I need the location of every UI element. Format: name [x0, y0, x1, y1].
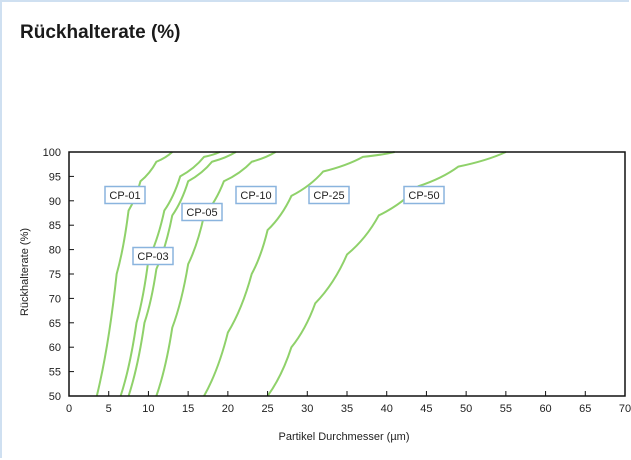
x-tick-label: 45 — [420, 403, 432, 415]
svg-text:CP-05: CP-05 — [186, 207, 217, 219]
x-tick-label: 70 — [619, 403, 631, 415]
x-tick-label: 30 — [301, 403, 313, 415]
x-tick-label: 15 — [182, 403, 194, 415]
x-tick-label: 40 — [381, 403, 393, 415]
series-label-cp-25: CP-25 — [308, 185, 350, 205]
y-tick-label: 100 — [43, 147, 61, 159]
series-line-cp-50 — [266, 151, 507, 397]
series-label-cp-05: CP-05 — [181, 202, 223, 222]
svg-text:CP-01: CP-01 — [109, 190, 140, 202]
series-line-cp-01 — [95, 151, 173, 397]
y-tick-label: 75 — [49, 269, 61, 281]
svg-text:CP-25: CP-25 — [313, 190, 344, 202]
y-tick-label: 60 — [49, 342, 61, 354]
svg-text:CP-10: CP-10 — [240, 190, 271, 202]
y-axis-label: Rückhalterate (%) — [19, 228, 31, 316]
x-tick-label: 0 — [66, 403, 72, 415]
x-axis-label: Partikel Durchmesser (µm) — [278, 431, 409, 443]
x-tick-label: 65 — [579, 403, 591, 415]
series-label-cp-10: CP-10 — [235, 185, 277, 205]
x-tick-label: 10 — [142, 403, 154, 415]
series-line-cp-05 — [127, 151, 237, 397]
series-label-cp-50: CP-50 — [403, 185, 445, 205]
series-label-cp-01: CP-01 — [104, 185, 146, 205]
x-tick-label: 20 — [222, 403, 234, 415]
y-tick-label: 55 — [49, 367, 61, 379]
series-line-cp-25 — [203, 151, 395, 397]
series-line-cp-03 — [119, 151, 221, 397]
y-tick-label: 90 — [49, 196, 61, 208]
x-tick-label: 60 — [539, 403, 551, 415]
series-label-cp-03: CP-03 — [132, 246, 174, 266]
y-tick-label: 80 — [49, 245, 61, 257]
x-tick-label: 50 — [460, 403, 472, 415]
x-tick-label: 5 — [106, 403, 112, 415]
y-tick-label: 50 — [49, 391, 61, 403]
y-tick-label: 70 — [49, 293, 61, 305]
chart-title: Rückhalterate (%) — [20, 22, 181, 43]
svg-text:CP-50: CP-50 — [408, 190, 439, 202]
y-tick-label: 85 — [49, 220, 61, 232]
y-tick-label: 95 — [49, 171, 61, 183]
x-tick-label: 35 — [341, 403, 353, 415]
y-tick-label: 65 — [49, 318, 61, 330]
x-tick-label: 55 — [500, 403, 512, 415]
x-tick-label: 25 — [261, 403, 273, 415]
svg-text:CP-03: CP-03 — [137, 251, 168, 263]
